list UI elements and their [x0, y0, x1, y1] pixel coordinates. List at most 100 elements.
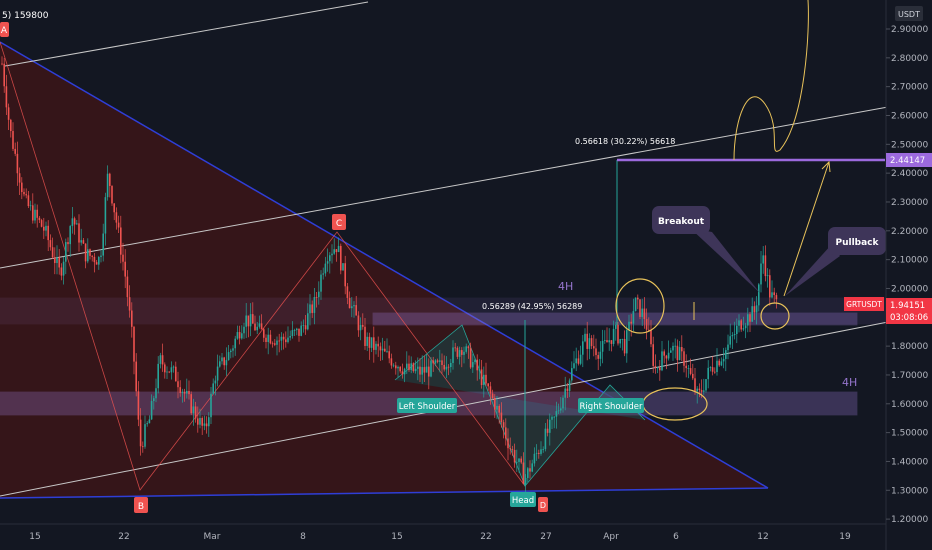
candle-body — [604, 340, 606, 341]
candle-body — [351, 306, 353, 309]
candle-body — [480, 369, 483, 385]
candle-body — [505, 427, 507, 439]
candle-body — [221, 357, 223, 362]
y-tick-label: 1.20000 — [891, 515, 928, 525]
candle-body — [564, 388, 566, 398]
x-tick-label: 6 — [673, 532, 679, 542]
candle-body — [219, 361, 221, 367]
candle-body — [410, 363, 412, 370]
candle-body — [683, 351, 685, 366]
candle-body — [454, 347, 456, 349]
candle-body — [139, 419, 142, 447]
candle-body — [51, 247, 54, 258]
candle-body — [461, 350, 463, 355]
y-tick-label: 1.50000 — [891, 429, 928, 439]
candle-body — [718, 360, 720, 366]
price-axis-panel[interactable] — [886, 0, 932, 550]
candle-body — [513, 449, 516, 463]
candle-body — [168, 371, 170, 373]
candle-body — [764, 255, 767, 277]
candle-body — [617, 324, 619, 344]
candle-body — [201, 417, 203, 426]
candle-body — [188, 390, 190, 395]
point-b-label: B — [138, 502, 144, 512]
candle-body — [73, 218, 76, 225]
candle-body — [522, 462, 525, 484]
candle-body — [335, 249, 338, 253]
candle-body — [586, 333, 588, 349]
y-tick-label: 2.00000 — [891, 284, 928, 294]
candle-body — [676, 345, 679, 361]
candle-body — [465, 346, 467, 352]
candle-body — [606, 340, 608, 343]
candle-body — [419, 366, 421, 375]
candle-body — [509, 448, 511, 450]
y-tick-label: 1.40000 — [891, 457, 928, 467]
candle-body — [38, 217, 41, 221]
candle-body — [29, 205, 32, 207]
candle-body — [659, 367, 661, 371]
candle-body — [720, 361, 723, 366]
candle-body — [320, 274, 322, 292]
candle-body — [553, 416, 555, 418]
top-left-readout: 5) 159800 — [2, 11, 49, 21]
candle-body — [667, 352, 670, 359]
right-shoulder-label: Right Shoulder — [580, 402, 643, 412]
y-tick-label: 1.60000 — [891, 400, 928, 410]
x-tick-label: Mar — [204, 532, 221, 542]
candle-body — [716, 360, 718, 372]
candle-body — [49, 240, 52, 248]
candle-body — [467, 346, 470, 349]
candle-body — [452, 347, 454, 363]
candle-body — [540, 449, 542, 454]
candle-body — [443, 364, 445, 370]
candle-body — [549, 419, 551, 433]
candle-body — [619, 339, 621, 344]
candle-body — [665, 355, 668, 359]
candle-body — [529, 468, 531, 472]
candle-body — [56, 257, 58, 264]
y-tick-label: 2.50000 — [891, 140, 928, 150]
candle-body — [146, 423, 148, 425]
candle-body — [93, 256, 96, 263]
candle-body — [628, 321, 630, 331]
candle-body — [476, 359, 478, 371]
y-tick-label: 1.30000 — [891, 486, 928, 496]
candle-body — [608, 340, 610, 343]
candle-body — [762, 255, 764, 264]
candle-body — [113, 203, 115, 213]
candle-body — [417, 366, 419, 369]
candle-body — [692, 373, 694, 379]
candle-body — [599, 351, 602, 359]
point-c-badge — [332, 214, 346, 230]
candle-body — [337, 245, 340, 253]
candle-body — [425, 366, 428, 373]
candle-body — [170, 367, 173, 373]
candle-body — [500, 412, 503, 423]
candle-body — [23, 191, 25, 195]
candle-body — [76, 223, 78, 225]
candle-body — [122, 254, 124, 262]
candle-body — [192, 406, 195, 414]
candle-body — [265, 337, 267, 342]
candle-body — [289, 336, 291, 338]
y-tick-label: 1.70000 — [891, 371, 928, 381]
candle-body — [397, 366, 399, 369]
time-axis-ticks: 15 22 Mar 8 15 22 27 Apr 6 12 19 — [29, 532, 851, 542]
x-tick-label: 15 — [29, 532, 40, 542]
candle-body — [311, 304, 313, 313]
candle-body — [370, 337, 373, 348]
candle-body — [357, 315, 360, 331]
candle-body — [102, 233, 104, 256]
candle-body — [388, 351, 390, 359]
candle-body — [298, 328, 300, 336]
candle-body — [626, 330, 628, 354]
candle-body — [579, 354, 582, 364]
x-tick-label: 15 — [391, 532, 402, 542]
candle-body — [333, 249, 335, 254]
resistance-zone-inner — [372, 312, 858, 326]
candle-body — [1, 63, 3, 65]
candle-body — [584, 333, 586, 342]
candle-body — [111, 185, 113, 204]
